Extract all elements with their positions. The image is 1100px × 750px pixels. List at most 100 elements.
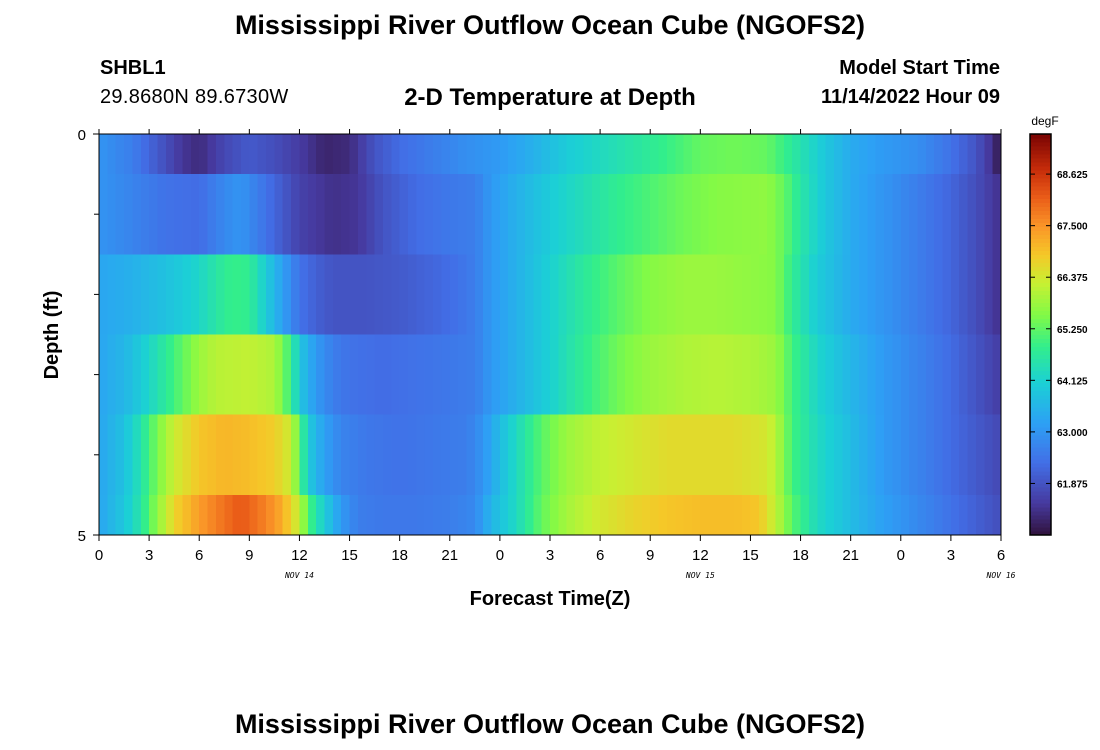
heatmap-cell xyxy=(190,174,200,255)
heatmap-cell xyxy=(758,174,768,255)
heatmap-cell xyxy=(591,254,601,336)
chart-title: Mississippi River Outflow Ocean Cube (NG… xyxy=(234,10,866,40)
heatmap-cell xyxy=(900,334,910,416)
heatmap-cell xyxy=(750,494,760,536)
heatmap-cell xyxy=(374,134,384,175)
heatmap-cell xyxy=(466,174,476,255)
colorbar-swatch xyxy=(1030,454,1051,460)
heatmap-cell xyxy=(658,134,668,175)
heatmap-cell xyxy=(357,414,367,496)
heatmap-cell xyxy=(775,414,785,496)
colorbar-swatch xyxy=(1030,322,1051,328)
heatmap-cell xyxy=(917,414,927,496)
heatmap-cell xyxy=(900,174,910,255)
colorbar-swatch xyxy=(1030,334,1051,340)
heatmap-cell xyxy=(808,254,818,336)
colorbar-swatch xyxy=(1030,342,1051,348)
heatmap-cell xyxy=(508,134,518,175)
station-id: SHBL1 xyxy=(100,57,166,79)
heatmap-cell xyxy=(833,254,843,336)
heatmap-cell xyxy=(942,414,952,496)
colorbar-swatch xyxy=(1030,402,1051,408)
heatmap-cell xyxy=(725,414,735,496)
heatmap-cell xyxy=(825,494,835,536)
x-tick-label: 18 xyxy=(391,547,408,564)
heatmap-cell xyxy=(884,174,894,255)
heatmap-cell xyxy=(249,414,259,496)
heatmap-cell xyxy=(775,494,785,536)
heatmap-cell xyxy=(474,414,484,496)
heatmap-cell xyxy=(516,334,526,416)
heatmap-cell xyxy=(950,414,960,496)
heatmap-cell xyxy=(316,134,326,175)
heatmap-cell xyxy=(725,334,735,416)
colorbar-swatch xyxy=(1030,254,1051,259)
heatmap-cell xyxy=(533,254,543,336)
heatmap-cell xyxy=(566,134,576,175)
heatmap-cell xyxy=(767,494,777,536)
heatmap-cell xyxy=(124,334,134,416)
x-tick-label: 0 xyxy=(496,547,504,564)
colorbar-swatch xyxy=(1030,162,1051,167)
heatmap-cell xyxy=(742,334,752,416)
heatmap-cell xyxy=(424,174,434,255)
colorbar-swatch xyxy=(1030,174,1051,179)
heatmap-cell xyxy=(550,414,559,496)
colorbar-swatch xyxy=(1030,498,1051,504)
colorbar-swatch xyxy=(1030,394,1051,400)
heatmap-cell xyxy=(859,254,868,336)
heatmap-cell xyxy=(700,494,710,536)
heatmap-cell xyxy=(157,254,167,336)
colorbar-swatch xyxy=(1030,258,1051,263)
heatmap-cell xyxy=(717,494,726,536)
heatmap-cell xyxy=(825,334,835,416)
heatmap-cell xyxy=(833,414,843,496)
heatmap-cell xyxy=(508,494,518,536)
heatmap-cell xyxy=(249,134,259,175)
heatmap-cell xyxy=(332,414,342,496)
heatmap-cell xyxy=(767,414,777,496)
heatmap-cell xyxy=(817,134,827,175)
heatmap-cell xyxy=(800,254,810,336)
heatmap-cell xyxy=(408,254,417,336)
x-date-label: NOV 14 xyxy=(284,571,314,580)
colorbar-swatch xyxy=(1030,382,1051,388)
heatmap-cell xyxy=(307,174,317,255)
heatmap-cell xyxy=(433,334,443,416)
heatmap-cell xyxy=(650,134,660,175)
heatmap-cell xyxy=(825,414,835,496)
heatmap-cell xyxy=(650,254,660,336)
heatmap-cell xyxy=(399,254,409,336)
heatmap-cell xyxy=(967,414,977,496)
heatmap-cell xyxy=(132,134,142,175)
heatmap-cell xyxy=(683,414,693,496)
heatmap-cell xyxy=(850,174,860,255)
heatmap-cell xyxy=(483,414,493,496)
heatmap-cell xyxy=(942,174,952,255)
heatmap-cell xyxy=(366,174,376,255)
heatmap-cell xyxy=(683,174,693,255)
heatmap-cell xyxy=(149,414,159,496)
heatmap-cell xyxy=(800,414,810,496)
heatmap-cell xyxy=(884,134,894,175)
heatmap-cell xyxy=(349,174,359,255)
heatmap-cell xyxy=(675,254,685,336)
heatmap-cell xyxy=(792,174,802,255)
heatmap-cell xyxy=(416,134,426,175)
colorbar: 61.875 63.000 64.125 65.250 66.375 67.500 68.6… xyxy=(1029,133,1088,536)
heatmap-cell xyxy=(499,174,509,255)
heatmap-cell xyxy=(441,494,451,536)
heatmap-cell xyxy=(132,494,142,536)
heatmap-cell xyxy=(299,174,309,255)
heatmap-cell xyxy=(875,174,885,255)
heatmap-cell xyxy=(257,254,267,336)
colorbar-swatch xyxy=(1030,234,1051,239)
heatmap-cell xyxy=(299,254,309,336)
heatmap-cell xyxy=(533,414,543,496)
colorbar-swatch xyxy=(1030,238,1051,243)
heatmap-cell xyxy=(691,254,701,336)
heatmap-cell xyxy=(107,334,117,416)
heatmap-cell xyxy=(859,414,868,496)
heatmap-cell xyxy=(516,134,526,175)
colorbar-tick-label: 61.875 xyxy=(1057,479,1088,490)
